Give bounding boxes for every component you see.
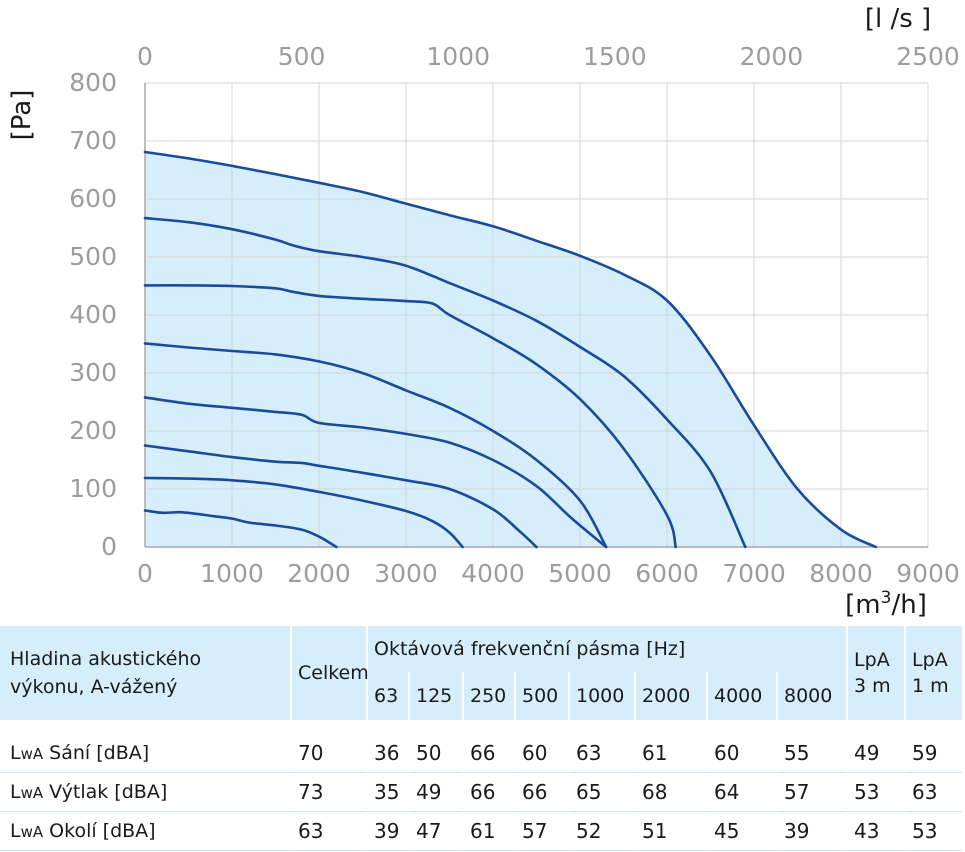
x-bottom-tick-label: 7000 — [722, 559, 786, 588]
table-cell: 50 — [408, 734, 462, 773]
band-header-1000: 1000 — [568, 672, 634, 720]
x-top-tick-label: 1000 — [426, 42, 490, 71]
band-header-63: 63 — [366, 672, 408, 720]
grid-lines — [144, 82, 929, 548]
x-bottom-tick-label: 4000 — [461, 559, 525, 588]
x-top-tick-label: 0 — [137, 42, 153, 71]
table-cell: 39 — [776, 812, 847, 851]
x-bottom-tick-label: 6000 — [635, 559, 699, 588]
y-tick-label: 0 — [101, 532, 117, 561]
fan-curve-1 — [143, 150, 878, 549]
x-bottom-tick-label: 9000 — [896, 559, 960, 588]
table-cell: 63 — [568, 734, 634, 773]
table-row: LwA Okolí [dBA] 63 39 47 61 57 52 51 45 39 43 53 — [0, 812, 963, 851]
y-axis-ticks: 0 100 200 300 400 500 600 700 800 — [69, 68, 117, 561]
table-cell: 52 — [568, 812, 634, 851]
table-cell: 55 — [776, 734, 847, 773]
table-cell: 51 — [634, 812, 706, 851]
x-bottom-tick-label: 5000 — [548, 559, 612, 588]
x-axis-bottom-label: [m3/h] — [845, 588, 927, 620]
y-axis-label: [Pa] — [7, 90, 37, 141]
y-tick-label: 200 — [69, 416, 117, 445]
table-cell: 66 — [462, 734, 514, 773]
fan-curve-3 — [143, 284, 677, 549]
x-bottom-tick-label: 2000 — [287, 559, 351, 588]
fan-curves — [143, 150, 878, 549]
x-top-tick-label: 500 — [278, 42, 326, 71]
x-top-tick-label: 1500 — [583, 42, 647, 71]
table-cell: 57 — [776, 773, 847, 812]
band-header-8000: 8000 — [776, 672, 847, 720]
fan-performance-chart: 0 100 200 300 400 500 600 700 800 0 1000 2000 3000 4… — [7, 4, 960, 620]
sound-power-table: Hladina akustického výkonu, A-vážený Cel… — [0, 626, 963, 851]
band-header-125: 125 — [408, 672, 462, 720]
fan-curve-4 — [143, 342, 608, 549]
x-bottom-tick-label: 8000 — [809, 559, 873, 588]
table-cell: 70 — [290, 734, 366, 773]
table-row: LwA Výtlak [dBA] 73 35 49 66 66 65 68 64 57 53 63 — [0, 773, 963, 812]
y-tick-label: 700 — [69, 126, 117, 155]
y-tick-label: 600 — [69, 184, 117, 213]
x-axis-bottom-ticks: 0 1000 2000 3000 4000 5000 6000 7000 8000 9000 — [137, 559, 960, 588]
table-cell: 64 — [706, 773, 776, 812]
table-cell: 60 — [706, 734, 776, 773]
table-cell: 36 — [366, 734, 408, 773]
table-cell: 49 — [408, 773, 462, 812]
band-header-500: 500 — [514, 672, 568, 720]
band-header-4000: 4000 — [706, 672, 776, 720]
y-tick-label: 500 — [69, 242, 117, 271]
table-cell: 66 — [462, 773, 514, 812]
table-cell: 63 — [904, 773, 963, 812]
table-header-label: Hladina akustického výkonu, A-vážený — [0, 626, 290, 720]
table-cell: 73 — [290, 773, 366, 812]
table-cell: 49 — [846, 734, 905, 773]
table-cell: 45 — [706, 812, 776, 851]
table-row: LwA Sání [dBA] 70 36 50 66 60 63 61 60 55 49 59 — [0, 734, 963, 773]
y-tick-label: 100 — [69, 474, 117, 503]
table-cell: 47 — [408, 812, 462, 851]
x-top-tick-label: 2500 — [896, 42, 960, 71]
y-tick-label: 300 — [69, 358, 117, 387]
table-cell: 53 — [846, 773, 905, 812]
fan-curve-5 — [143, 396, 608, 549]
row-label: LwA Sání [dBA] — [0, 734, 290, 773]
table-cell: 39 — [366, 812, 408, 851]
table-cell: 35 — [366, 773, 408, 812]
x-bottom-tick-label: 1000 — [200, 559, 264, 588]
table-cell: 53 — [904, 812, 963, 851]
acoustic-table: Hladina akustického výkonu, A-vážený Cel… — [0, 626, 965, 852]
fan-curve-6 — [143, 444, 538, 549]
table-cell: 68 — [634, 773, 706, 812]
table-cell: 65 — [568, 773, 634, 812]
table-header-total: Celkem — [290, 626, 369, 720]
table-cell: 43 — [846, 812, 905, 851]
table-cell: 61 — [634, 734, 706, 773]
row-label: LwA Výtlak [dBA] — [0, 773, 290, 812]
table-cell: 61 — [462, 812, 514, 851]
y-tick-label: 800 — [69, 68, 117, 97]
x-top-tick-label: 2000 — [740, 42, 804, 71]
table-cell: 63 — [290, 812, 366, 851]
x-bottom-tick-label: 0 — [137, 559, 153, 588]
table-header-bands-title: Oktávová frekvenční pásma [Hz] — [366, 626, 847, 672]
table-cell: 59 — [904, 734, 963, 773]
fan-curve-2 — [143, 216, 747, 549]
table-cell: 66 — [514, 773, 568, 812]
table-header-lpa-3m: LpA 3 m — [846, 626, 905, 720]
x-bottom-tick-label: 3000 — [374, 559, 438, 588]
fan-curve-8 — [143, 509, 338, 549]
band-header-250: 250 — [462, 672, 514, 720]
fan-curve-7 — [143, 476, 464, 549]
y-tick-label: 400 — [69, 300, 117, 329]
x-axis-top-label: [l /s ] — [865, 4, 931, 34]
row-label: LwA Okolí [dBA] — [0, 812, 290, 851]
table-cell: 60 — [514, 734, 568, 773]
table-header-lpa-1m: LpA 1 m — [904, 626, 963, 720]
table-cell: 57 — [514, 812, 568, 851]
x-axis-top-ticks: 0 500 1000 1500 2000 2500 — [137, 42, 960, 71]
band-header-2000: 2000 — [634, 672, 706, 720]
